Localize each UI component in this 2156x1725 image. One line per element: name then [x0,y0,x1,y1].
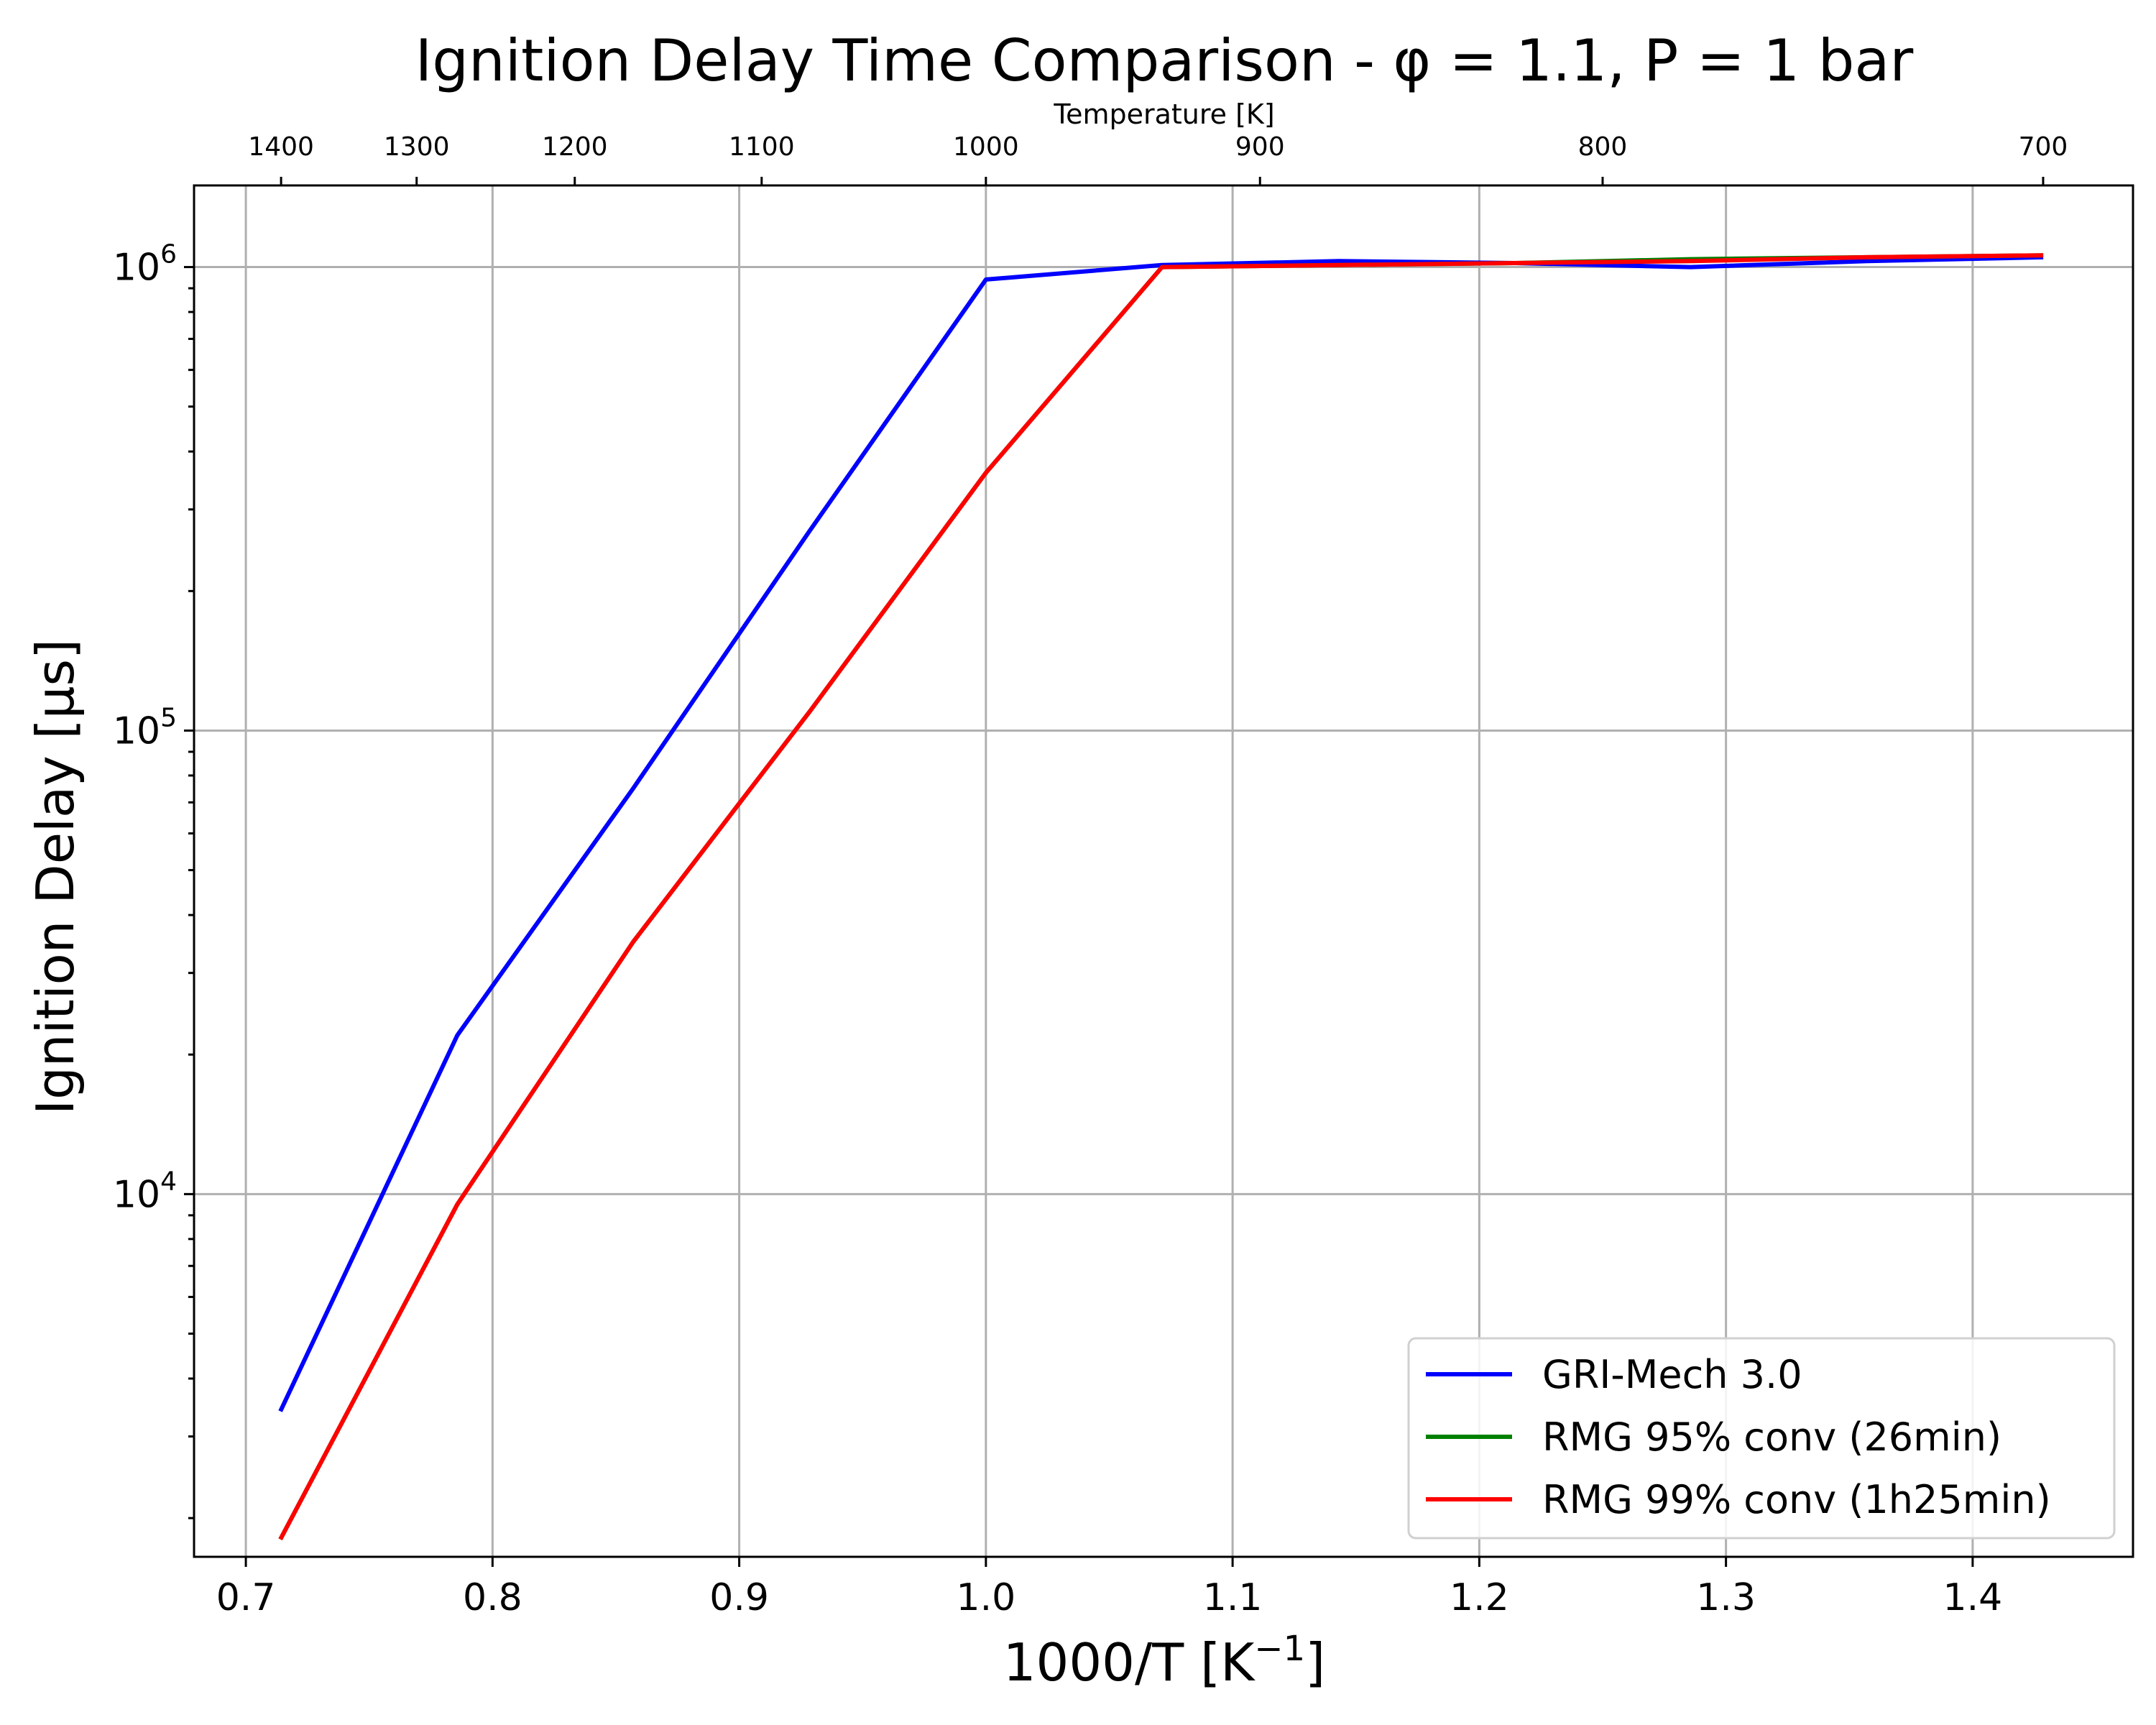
x-tick-label: 1.4 [1943,1576,2003,1619]
x-tick-label: 0.8 [463,1576,522,1619]
x-axis-ticks: 0.7 0.8 0.9 1.0 1.1 1.2 1.3 1.4 [216,1557,2003,1619]
y-axis-ticks: 104 105 106 [113,240,194,1519]
series-line-1 [278,254,2044,1412]
top-tick-label: 1100 [729,132,795,162]
legend-entry: RMG 95% conv (26min) [1542,1414,2001,1460]
x-tick-label: 1.0 [957,1576,1016,1619]
legend-box [1407,1337,2116,1540]
series-lines [278,253,2044,1541]
top-tick-label: 1300 [384,132,450,162]
top-tick-label: 700 [2019,132,2068,162]
y-tick-label: 104 [113,1167,177,1216]
y-axis-label: Ignition Delay [μs] [25,639,86,1115]
top-axis-ticks: 1400 1300 1200 1100 1000 900 800 700 [248,132,2068,185]
x-tick-label: 1.2 [1450,1576,1509,1619]
legend-entry: RMG 99% conv (1h25min) [1542,1477,2051,1522]
chart-title: Ignition Delay Time Comparison - φ = 1.1… [415,27,1914,94]
top-tick-label: 1400 [248,132,314,162]
legend-entry: GRI-Mech 3.0 [1542,1352,1802,1397]
y-tick-label: 106 [113,240,177,290]
series-line-3 [278,253,2044,1541]
y-tick-label: 105 [113,703,177,753]
grid [194,185,2133,1557]
x-axis-label: 1000/T [K−1] [1003,1629,1326,1693]
x-tick-label: 0.9 [709,1576,769,1619]
top-tick-label: 1200 [542,132,608,162]
legend: GRI-Mech 3.0 RMG 95% conv (26min) RMG 99% … [1407,1337,2116,1540]
x-tick-label: 1.1 [1203,1576,1263,1619]
top-tick-label: 1000 [953,132,1019,162]
x-tick-label: 1.3 [1696,1576,1756,1619]
top-tick-label: 800 [1578,132,1628,162]
x-tick-label: 0.7 [216,1576,276,1619]
top-tick-label: 900 [1235,132,1285,162]
top-axis-label: Temperature [K] [1053,98,1274,130]
